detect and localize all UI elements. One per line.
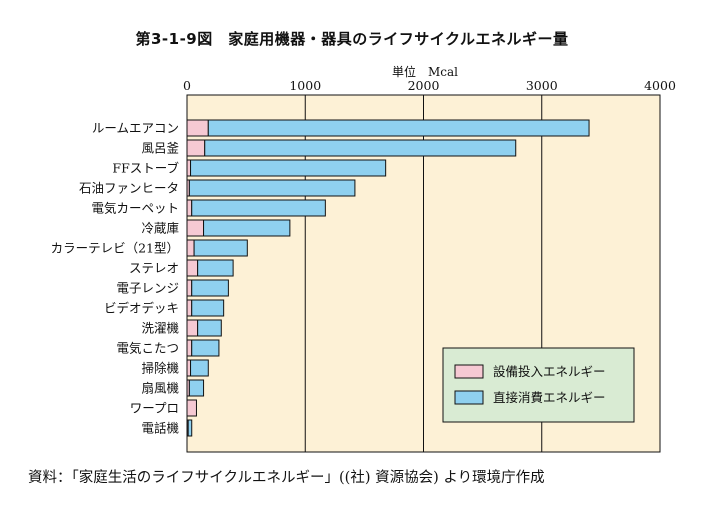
bar-segment-equipment xyxy=(186,139,206,157)
bar-segment-direct xyxy=(193,239,248,257)
category-label: 電気カーペット xyxy=(91,201,179,216)
category-label: 電子レンジ xyxy=(116,281,179,296)
category-label: 洗濯機 xyxy=(141,321,179,336)
category-label: 掃除機 xyxy=(141,361,179,376)
category-label: FFストーブ xyxy=(112,161,179,176)
bar-segment-direct xyxy=(204,139,517,157)
category-label: 電話機 xyxy=(141,421,179,436)
bar-segment-direct xyxy=(191,279,229,297)
bar-segment-equipment xyxy=(186,239,195,257)
bar-segment-equipment xyxy=(186,159,192,177)
category-label: 電気こたつ xyxy=(116,341,179,356)
x-axis-ticks: 0 1000 2000 3000 4000 xyxy=(183,78,676,93)
bar-segment-direct xyxy=(203,219,291,237)
category-label: ルームエアコン xyxy=(92,121,179,136)
bars xyxy=(186,119,590,437)
bar-segment-direct xyxy=(187,419,193,437)
x-tick-label: 1000 xyxy=(289,78,321,93)
chart-title: 第3-1-9図 家庭用機器・器具のライフサイクルエネルギー量 xyxy=(135,30,569,48)
bar-segment-equipment xyxy=(186,119,209,137)
bar-segment-equipment xyxy=(186,359,192,377)
x-tick-label: 2000 xyxy=(408,78,440,93)
legend-label: 直接消費エネルギー xyxy=(493,390,606,405)
legend-swatch xyxy=(454,364,484,379)
category-label: 扇風機 xyxy=(141,381,179,396)
bar-segment-equipment xyxy=(186,319,199,337)
category-label: ビデオデッキ xyxy=(104,301,179,316)
bar-segment-equipment xyxy=(186,339,193,357)
bar-segment-direct xyxy=(191,199,326,217)
bar-segment-direct xyxy=(191,299,225,317)
bar-segment-equipment xyxy=(186,259,199,277)
category-label: ステレオ xyxy=(129,261,179,276)
bar-segment-equipment xyxy=(186,219,205,237)
unit-label: 単位 Mcal xyxy=(392,65,459,79)
bar-segment-direct xyxy=(191,339,220,357)
bar-segment-direct xyxy=(207,119,590,137)
bar-segment-direct xyxy=(190,159,387,177)
x-tick-label: 3000 xyxy=(526,78,558,93)
bar-segment-equipment xyxy=(186,399,197,417)
bar-segment-equipment xyxy=(186,199,193,217)
legend-swatch xyxy=(454,390,484,405)
source-note: 資料：「家庭生活のライフサイクルエネルギー」((社) 資源協会) より環境庁作成 xyxy=(28,470,545,486)
category-label: 冷蔵庫 xyxy=(141,221,179,236)
x-tick-label: 0 xyxy=(183,78,191,93)
legend-box xyxy=(442,347,635,423)
category-label: 風呂釜 xyxy=(141,141,179,156)
category-label: ワープロ xyxy=(130,401,179,416)
bar-segment-direct xyxy=(197,259,234,277)
bar-segment-direct xyxy=(190,359,209,377)
bar-segment-direct xyxy=(188,179,356,197)
bar-segment-direct xyxy=(197,319,222,337)
category-label: カラーテレビ（21型） xyxy=(51,241,179,256)
legend-label: 設備投入エネルギー xyxy=(493,364,606,379)
category-label: 石油ファンヒータ xyxy=(79,181,179,196)
x-tick-label: 4000 xyxy=(644,78,676,93)
bar-segment-equipment xyxy=(186,279,193,297)
bar-segment-equipment xyxy=(186,299,193,317)
bar-segment-direct xyxy=(188,379,205,397)
